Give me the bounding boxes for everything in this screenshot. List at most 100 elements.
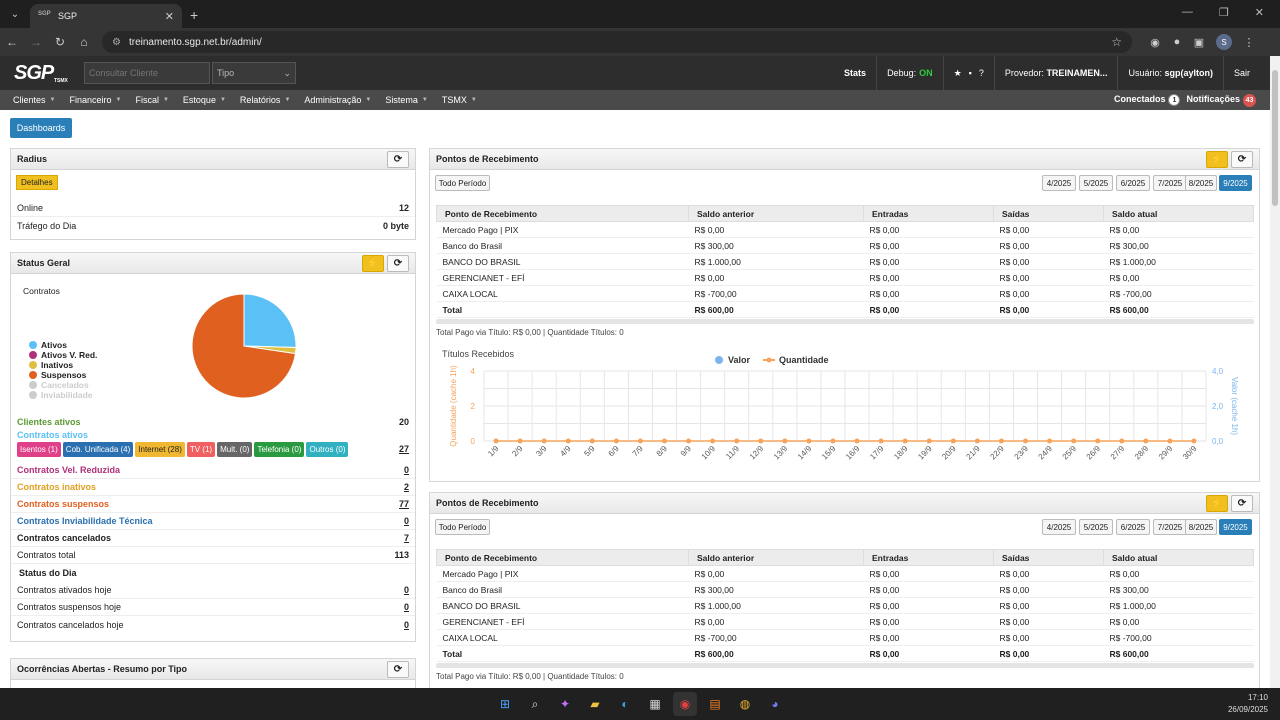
store-icon[interactable]: ▦ bbox=[649, 697, 661, 711]
url-field[interactable]: ⚙ treinamento.sgp.net.br/admin/ ☆ bbox=[102, 31, 1132, 53]
connected-link[interactable]: Conectados 1 bbox=[1114, 94, 1181, 106]
data-point-quantidade[interactable] bbox=[493, 438, 499, 444]
data-point-quantidade[interactable] bbox=[662, 438, 667, 444]
lightning-icon[interactable]: ⚡ bbox=[1206, 494, 1228, 512]
refresh-icon[interactable]: ⟳ bbox=[387, 660, 409, 678]
restore-icon[interactable]: ❐ bbox=[1218, 7, 1229, 19]
legend-suspensos[interactable]: Suspensos bbox=[29, 370, 97, 380]
data-point-quantidade[interactable] bbox=[782, 438, 788, 444]
legend-ativos[interactable]: Ativos bbox=[29, 340, 97, 350]
refresh-icon[interactable]: ⟳ bbox=[387, 254, 409, 272]
refresh-icon[interactable]: ⟳ bbox=[1231, 494, 1253, 512]
tag-internet[interactable]: Internet (28) bbox=[135, 441, 185, 457]
forward-icon[interactable]: → bbox=[30, 35, 42, 49]
sgp-logo[interactable]: SGP TSMX bbox=[14, 62, 76, 85]
row-value[interactable]: 2 bbox=[403, 482, 409, 492]
logout-link[interactable]: Sair bbox=[1222, 56, 1270, 90]
menu-relatorios[interactable]: Relatórios ▼ bbox=[233, 95, 297, 105]
tag-isentos[interactable]: Isentos (1) bbox=[17, 441, 61, 457]
row-value[interactable]: 7 bbox=[403, 533, 409, 543]
consult-client-input[interactable] bbox=[84, 62, 210, 84]
tag-mult[interactable]: Mult. (0) bbox=[217, 441, 253, 457]
data-point-quantidade[interactable] bbox=[1095, 438, 1101, 444]
site-info-icon[interactable]: ⚙ bbox=[112, 36, 121, 48]
page-scrollbar[interactable] bbox=[1270, 56, 1280, 688]
menu-administracao[interactable]: Administração ▼ bbox=[297, 95, 378, 105]
data-point-quantidade[interactable] bbox=[926, 438, 932, 444]
edge-icon[interactable]: ◐ bbox=[621, 697, 629, 711]
lightning-icon[interactable]: ⚡ bbox=[1206, 150, 1228, 168]
col-header[interactable]: Ponto de Recebimento bbox=[436, 549, 689, 566]
data-point-quantidade[interactable] bbox=[1023, 438, 1028, 444]
col-header[interactable]: Entradas bbox=[863, 205, 994, 222]
period-button[interactable]: 5/2025 bbox=[1079, 175, 1113, 191]
col-header[interactable]: Saídas bbox=[993, 549, 1104, 566]
data-point-quantidade[interactable] bbox=[565, 438, 571, 444]
col-header[interactable]: Saldo anterior bbox=[688, 549, 864, 566]
col-header[interactable]: Entradas bbox=[863, 549, 994, 566]
legend-valor-label[interactable]: Valor bbox=[728, 355, 751, 365]
pie-slice-suspensos[interactable] bbox=[191, 293, 296, 399]
minimize-icon[interactable]: — bbox=[1181, 6, 1193, 18]
row-value[interactable]: 0 bbox=[403, 516, 409, 526]
data-point-quantidade[interactable] bbox=[541, 438, 547, 444]
period-button[interactable]: 7/2025 bbox=[1153, 519, 1187, 535]
data-point-quantidade[interactable] bbox=[710, 438, 716, 444]
data-point-quantidade[interactable] bbox=[1143, 438, 1149, 444]
data-point-quantidade[interactable] bbox=[613, 438, 619, 444]
document-icon[interactable]: ▪ bbox=[968, 68, 972, 78]
scrollbar-thumb[interactable] bbox=[1272, 70, 1278, 206]
windows-start-icon[interactable]: ⊞ bbox=[499, 697, 511, 711]
col-header[interactable]: Ponto de Recebimento bbox=[436, 205, 689, 222]
period-button-active[interactable]: 9/2025 bbox=[1219, 519, 1252, 535]
data-point-quantidade[interactable] bbox=[878, 438, 884, 444]
period-button[interactable]: 4/2025 bbox=[1042, 175, 1076, 191]
data-point-quantidade[interactable] bbox=[830, 438, 836, 444]
row-value[interactable]: 0 bbox=[403, 585, 409, 595]
data-point-quantidade[interactable] bbox=[974, 438, 980, 444]
menu-financeiro[interactable]: Financeiro ▼ bbox=[62, 95, 128, 105]
tag-cob-unificada[interactable]: Cob. Unificada (4) bbox=[62, 441, 134, 457]
legend-inviabilidade[interactable]: Inviabilidade bbox=[29, 390, 97, 400]
tab-search-icon[interactable]: ⌄ bbox=[10, 8, 20, 20]
data-point-quantidade[interactable] bbox=[686, 438, 692, 444]
legend-ativos-v-red[interactable]: Ativos V. Red. bbox=[29, 350, 97, 360]
row-value[interactable]: 0 bbox=[403, 619, 409, 630]
data-point-quantidade[interactable] bbox=[1071, 438, 1077, 444]
refresh-icon[interactable]: ⟳ bbox=[1231, 150, 1253, 168]
row-value[interactable]: 77 bbox=[398, 499, 409, 509]
lightning-icon[interactable]: ⚡ bbox=[362, 254, 384, 272]
extensions-puzzle-icon[interactable]: ▣ bbox=[1193, 36, 1205, 49]
refresh-icon[interactable]: ⟳ bbox=[387, 150, 409, 168]
period-button[interactable]: 6/2025 bbox=[1116, 175, 1150, 191]
legend-valor-marker[interactable] bbox=[715, 356, 723, 364]
back-icon[interactable]: ← bbox=[6, 35, 18, 49]
tag-outros[interactable]: Outros (0) bbox=[306, 441, 349, 457]
tag-tv[interactable]: TV (1) bbox=[186, 441, 216, 457]
legend-quantidade-marker[interactable] bbox=[766, 357, 772, 363]
details-button[interactable]: Detalhes bbox=[16, 175, 58, 190]
row-value[interactable]: 0 bbox=[403, 465, 409, 475]
app-icon[interactable]: ◍ bbox=[739, 697, 751, 711]
home-icon[interactable]: ⌂ bbox=[80, 35, 88, 49]
close-tab-icon[interactable]: ✕ bbox=[164, 10, 174, 23]
type-select[interactable]: Tipo ⌄ bbox=[212, 62, 296, 84]
row-value[interactable]: 0 bbox=[403, 602, 409, 612]
provider-info[interactable]: Provedor: TREINAMEN... bbox=[993, 56, 1118, 90]
reload-icon[interactable]: ↻ bbox=[54, 35, 66, 49]
sublime-icon[interactable]: ▤ bbox=[709, 697, 721, 711]
period-button[interactable]: 7/2025 bbox=[1153, 175, 1187, 191]
col-header[interactable]: Saldo anterior bbox=[688, 205, 864, 222]
stats-link[interactable]: Stats bbox=[844, 68, 867, 78]
period-button[interactable]: 4/2025 bbox=[1042, 519, 1076, 535]
new-tab-icon[interactable]: + bbox=[190, 7, 199, 23]
data-point-quantidade[interactable] bbox=[1191, 438, 1197, 444]
data-point-quantidade[interactable] bbox=[1047, 438, 1053, 444]
period-button[interactable]: 6/2025 bbox=[1116, 519, 1150, 535]
camera-extension-icon[interactable]: ◉ bbox=[1150, 36, 1160, 49]
file-explorer-icon[interactable]: ▰ bbox=[590, 697, 600, 711]
menu-estoque[interactable]: Estoque ▼ bbox=[176, 95, 233, 105]
data-point-quantidade[interactable] bbox=[734, 438, 740, 444]
table-horizontal-scrollbar[interactable] bbox=[436, 663, 1254, 668]
col-header[interactable]: Saídas bbox=[993, 205, 1104, 222]
